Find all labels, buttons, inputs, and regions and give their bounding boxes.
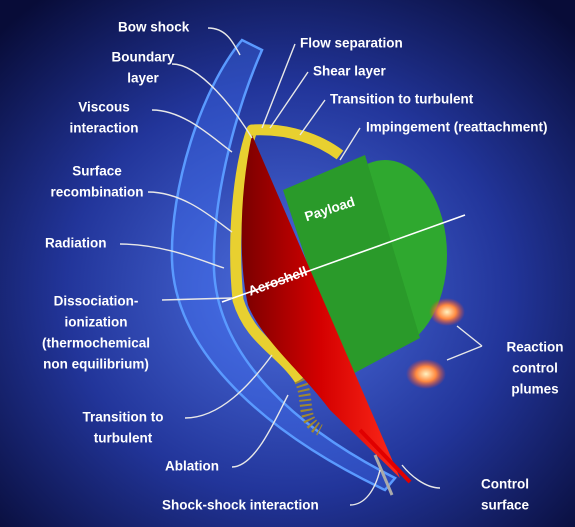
rod [373, 454, 394, 496]
label: Dissociation- [54, 294, 139, 309]
boundary-layer [230, 124, 344, 384]
label: Ablation [165, 459, 219, 474]
label: non equilibrium) [43, 357, 149, 372]
payload-box [283, 155, 420, 378]
label: Control [481, 477, 529, 492]
leaders [119, 27, 483, 506]
axis-line [221, 214, 466, 303]
bow-shock [170, 38, 397, 492]
ablation-debris [294, 377, 324, 436]
control-surface [358, 428, 412, 484]
label: Shock-shock interaction [162, 498, 319, 513]
label: turbulent [94, 431, 153, 446]
label: surface [481, 498, 530, 513]
label: Surface [72, 164, 122, 179]
label: control [512, 361, 558, 376]
label: ionization [65, 315, 128, 330]
label: Transition to [83, 410, 164, 425]
label: Boundary [111, 50, 174, 65]
aeroshell [241, 135, 400, 478]
label: Radiation [45, 236, 107, 251]
plume [429, 298, 465, 326]
label: Reaction [506, 340, 563, 355]
label: Transition to turbulent [330, 92, 474, 107]
label: (thermochemical [42, 336, 150, 351]
label: Flow separation [300, 36, 403, 51]
label: Shear layer [313, 64, 387, 79]
label: plumes [511, 382, 558, 397]
label: interaction [69, 121, 138, 136]
label: Viscous [78, 100, 130, 115]
label: layer [127, 71, 159, 86]
label: Bow shock [118, 20, 190, 35]
label: recombination [50, 185, 143, 200]
plume [406, 359, 446, 389]
label: Impingement (reattachment) [366, 120, 548, 135]
